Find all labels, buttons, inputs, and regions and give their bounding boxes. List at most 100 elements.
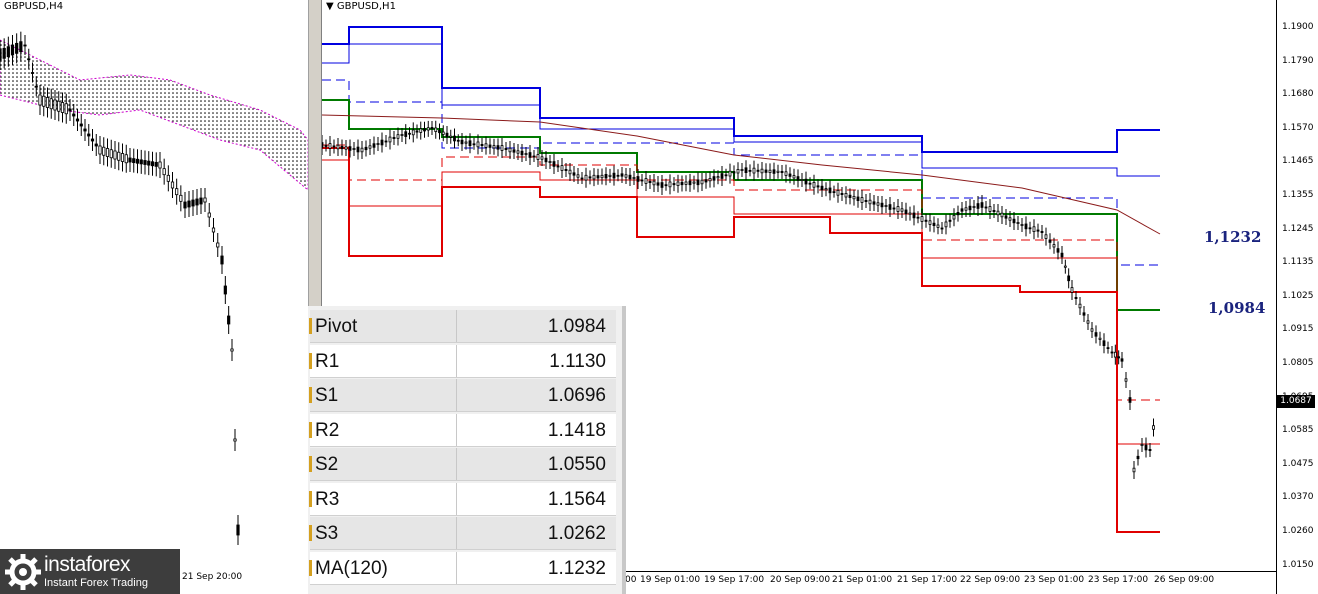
candle-body xyxy=(419,128,423,133)
candle-body xyxy=(624,174,628,178)
level-name: S2 xyxy=(315,454,339,475)
candle-body xyxy=(972,205,976,208)
row-marker xyxy=(309,525,312,541)
logo-tagline: Instant Forex Trading xyxy=(44,577,148,589)
candle-body xyxy=(68,108,72,112)
candle-body xyxy=(484,143,488,148)
candle-body xyxy=(844,192,848,198)
level-row: S1 1.0696 xyxy=(309,379,616,412)
candle-body xyxy=(376,142,380,145)
time-tick-label: :00 xyxy=(622,575,637,585)
h1-title-text: GBPUSD,H1 xyxy=(336,1,396,12)
candle-body xyxy=(404,131,408,137)
time-tick-label: 21 Sep 01:00 xyxy=(832,575,893,585)
candle-body xyxy=(992,209,996,212)
h4-chart-panel[interactable]: GBPUSD,H4 21 Sep 20:00 xyxy=(0,0,308,594)
candle-body xyxy=(336,144,340,150)
candle-body xyxy=(1102,340,1106,346)
candle-body xyxy=(692,181,696,184)
candle-body xyxy=(840,192,844,195)
candle-body xyxy=(508,147,512,153)
candle-body xyxy=(1082,312,1086,316)
candle-body xyxy=(207,212,211,218)
candle-body xyxy=(38,94,42,106)
candle-body xyxy=(780,170,784,173)
candle-body xyxy=(90,138,95,142)
candle-body xyxy=(191,199,195,207)
price-tick-label: 1.0150 xyxy=(1282,559,1314,570)
candle-body xyxy=(988,206,992,212)
candle-body xyxy=(0,49,2,61)
h4-candles xyxy=(0,31,240,545)
candle-body xyxy=(1098,337,1102,340)
candle-body xyxy=(75,118,80,122)
column-divider xyxy=(456,482,457,515)
candle-body xyxy=(1094,332,1098,337)
candle-body xyxy=(102,146,106,156)
column-divider xyxy=(456,310,457,342)
level-row: Pivot 1.0984 xyxy=(309,310,616,343)
candle-body xyxy=(588,176,592,179)
candle-body xyxy=(760,168,764,174)
level-name: Pivot xyxy=(315,316,358,337)
candle-body xyxy=(496,145,500,150)
candle-body xyxy=(72,113,76,117)
candle-body xyxy=(492,145,496,149)
candle-body xyxy=(423,128,426,132)
candle-body xyxy=(796,176,800,181)
time-tick-label: 20 Sep 09:00 xyxy=(770,575,831,585)
candle-body xyxy=(1074,296,1078,299)
candle-body xyxy=(980,202,984,208)
candle-body xyxy=(324,145,328,147)
candle-body xyxy=(884,204,888,207)
candle-body xyxy=(480,143,484,146)
candle-body xyxy=(664,184,668,187)
candle-body xyxy=(105,148,110,157)
candle-body xyxy=(1140,443,1144,446)
candle-body xyxy=(812,181,816,188)
candle-body xyxy=(1090,328,1094,332)
candle-body xyxy=(98,145,102,155)
candle-body xyxy=(604,173,608,179)
candle-body xyxy=(1136,455,1140,460)
candle-body xyxy=(445,132,449,138)
candle-body xyxy=(1048,239,1052,243)
candle-body xyxy=(1032,226,1036,233)
candle-body xyxy=(83,128,87,132)
candle-body xyxy=(892,207,896,210)
time-tick-label: 23 Sep 17:00 xyxy=(1088,575,1149,585)
candle-body xyxy=(640,179,644,182)
candle-body xyxy=(592,174,596,180)
candle-body xyxy=(708,177,712,182)
candle-body xyxy=(441,131,445,135)
candle-body xyxy=(580,177,584,180)
candle-body xyxy=(143,160,147,165)
candle-body xyxy=(27,58,31,61)
candle-body xyxy=(596,175,600,179)
candle-body xyxy=(388,136,392,143)
candle-body xyxy=(132,158,136,164)
candle-body xyxy=(808,182,812,185)
candle-body xyxy=(139,159,143,165)
ma120-line xyxy=(322,114,1161,235)
candle-body xyxy=(500,145,504,151)
candle-body xyxy=(636,176,640,182)
level-row: R1 1.1130 xyxy=(309,344,616,378)
candle-body xyxy=(916,216,920,219)
row-marker xyxy=(309,352,312,369)
candle-body xyxy=(392,136,396,139)
column-divider xyxy=(456,448,457,480)
candle-body xyxy=(536,154,540,160)
candle-body xyxy=(120,153,125,162)
candle-body xyxy=(744,167,748,174)
candle-body xyxy=(488,144,492,148)
candle-body xyxy=(768,169,772,173)
candle-body xyxy=(34,85,38,88)
candle-body xyxy=(912,212,916,219)
candle-body xyxy=(135,158,140,164)
candle-body xyxy=(952,214,956,220)
price-axis[interactable]: 1.1900 1.1790 1.1680 1.1570 1.1465 1.1355 1.12… xyxy=(1276,0,1318,594)
candle-body xyxy=(928,220,932,225)
candle-body xyxy=(430,127,434,130)
level-value: 1.1232 xyxy=(547,557,606,579)
